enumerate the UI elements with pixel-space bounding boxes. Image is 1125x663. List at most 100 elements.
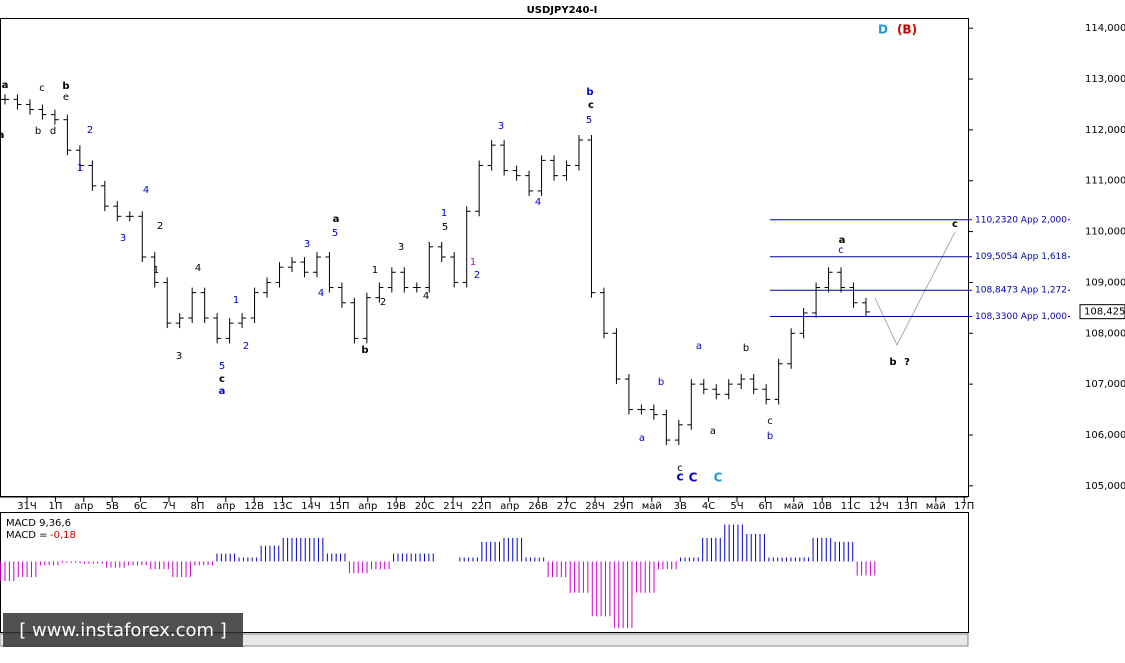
y-tick-label: 107,000: [1085, 379, 1125, 390]
y-tick-label: 105,000: [1085, 481, 1125, 492]
wave-label: a: [219, 386, 226, 397]
x-tick-label: май: [926, 501, 946, 512]
price-bar: [38, 104, 47, 120]
price-bar: [575, 135, 583, 171]
price-bar: [724, 379, 733, 400]
wave-label: 1: [153, 265, 159, 276]
wave-label: 4: [143, 185, 149, 196]
y-tick-label: 111,000: [1085, 176, 1125, 187]
wave-label: 5: [442, 222, 448, 233]
fib-label-bg: [972, 212, 1068, 226]
x-tick-label: май: [784, 501, 804, 512]
price-bar: [762, 384, 771, 405]
x-tick-label: 7Ч: [162, 501, 175, 512]
y-tick-label: 112,000: [1085, 125, 1125, 136]
price-bar: [275, 262, 284, 288]
price-bar: [837, 267, 846, 293]
x-tick-label: апр: [74, 501, 93, 512]
price-bar: [362, 292, 371, 344]
price-bar: [699, 379, 708, 395]
macd-current-prefix: MACD =: [6, 530, 48, 541]
price-bar: [412, 282, 421, 293]
wave-label: 4: [195, 263, 201, 274]
wave-label: a: [0, 130, 4, 141]
x-tick-label: 17П: [954, 501, 974, 512]
price-bar: [475, 160, 484, 217]
x-tick-label: май: [642, 501, 662, 512]
price-bar: [1, 94, 9, 105]
macd-current: -0,18: [50, 530, 76, 541]
projection-path: [874, 231, 956, 347]
price-bar: [862, 297, 870, 317]
x-tick-label: 13П: [897, 501, 917, 512]
x-tick-label: 14Ч: [301, 501, 321, 512]
price-bar: [400, 267, 409, 293]
price-bar: [175, 313, 184, 329]
price-bar: [163, 277, 172, 329]
x-tick-label: 29П: [613, 501, 633, 512]
x-tick-label: 27С: [557, 501, 577, 512]
wave-label: b: [743, 343, 749, 354]
price-bar: [525, 170, 534, 196]
wave-label: a: [839, 235, 846, 246]
price-bar: [150, 252, 159, 288]
wave-label: 5: [586, 115, 592, 126]
price-bar: [50, 109, 59, 125]
wave-label: c: [767, 416, 773, 427]
x-tick-label: 22П: [471, 501, 491, 512]
wave-label: c: [588, 100, 594, 111]
wave-label: 2: [380, 297, 386, 308]
price-bar: [674, 419, 683, 446]
price-bar: [774, 358, 783, 405]
wave-label: a: [333, 214, 340, 225]
price-bar: [462, 206, 471, 288]
price-bar: [624, 374, 633, 415]
y-tick-label: 114,000: [1085, 23, 1125, 34]
x-tick-label: 20С: [415, 501, 435, 512]
wave-label: b: [62, 81, 69, 92]
wave-label: 4: [535, 197, 541, 208]
wave-label: 2: [157, 221, 163, 232]
watermark-box: [3, 613, 243, 647]
x-tick-label: 6С: [134, 501, 147, 512]
fib-label-bg: [972, 249, 1068, 263]
fib-label-bg: [972, 283, 1068, 297]
price-bar: [599, 287, 608, 339]
wave-label: (B): [897, 23, 917, 37]
price-bar: [737, 374, 746, 390]
price-bar: [487, 140, 496, 171]
x-tick-label: апр: [216, 501, 235, 512]
price-bar: [649, 404, 658, 420]
wave-label: b: [889, 357, 896, 368]
price-bar: [250, 287, 259, 324]
x-tick-label: 5Ч: [730, 501, 743, 512]
price-bar: [188, 287, 197, 324]
wave-label: 2: [243, 341, 249, 352]
price-bar: [500, 140, 509, 176]
wave-label: 3: [176, 351, 182, 362]
wave-label: c: [39, 83, 45, 94]
price-bar: [537, 155, 546, 196]
price-bar: [425, 241, 434, 293]
price-bar: [225, 318, 234, 344]
price-bar: [437, 241, 446, 263]
wave-label: 1: [372, 265, 378, 276]
wave-label: c: [838, 245, 844, 256]
price-bar: [288, 257, 296, 273]
wave-label: a: [2, 80, 9, 91]
wave-label: b: [767, 431, 773, 442]
wave-label: b: [586, 87, 593, 98]
wave-label: b: [658, 377, 664, 388]
price-bar: [25, 99, 34, 115]
fib-label: 109,5054 App 1,618: [975, 252, 1067, 262]
wave-label: 2: [474, 270, 480, 281]
wave-label: a: [710, 426, 716, 437]
y-tick-label: 108,000: [1085, 328, 1125, 339]
wave-label: 3: [120, 233, 126, 244]
x-tick-label: 6П: [758, 501, 772, 512]
price-bar: [799, 307, 808, 339]
wave-label: 2: [87, 125, 93, 136]
price-bar: [662, 409, 671, 446]
